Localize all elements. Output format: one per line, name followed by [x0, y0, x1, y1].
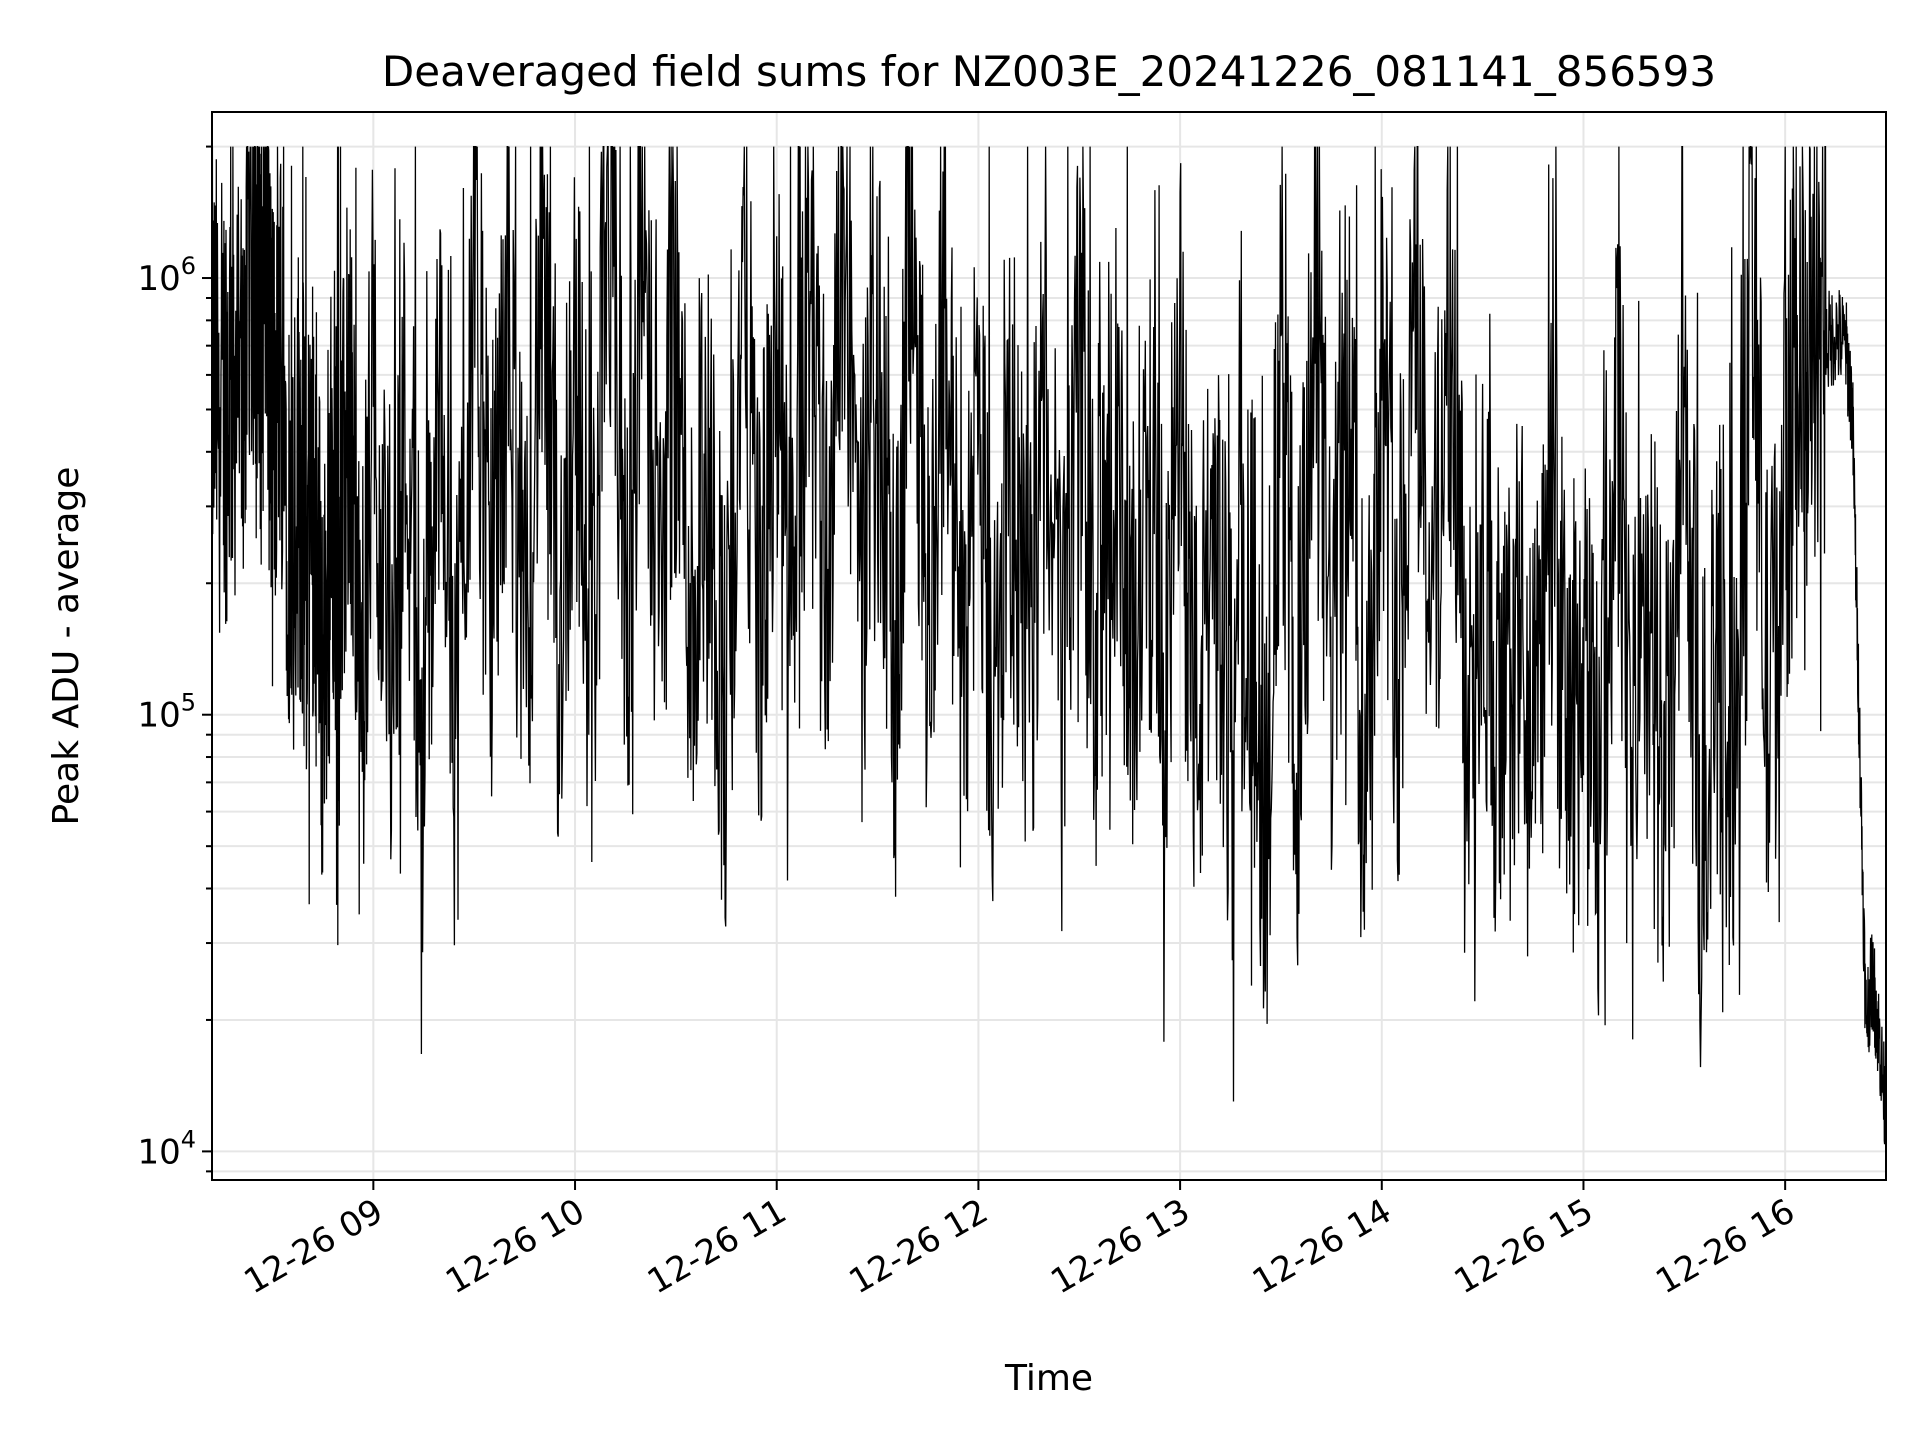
y-tick-label: 105 — [137, 689, 196, 736]
x-axis-label: Time — [1004, 1358, 1093, 1399]
x-tick-label: 12-26 14 — [1246, 1191, 1398, 1302]
data-series — [211, 145, 1887, 1167]
plot-frame — [211, 111, 1887, 1181]
y-tick-label: 106 — [137, 252, 196, 299]
series-line — [211, 145, 1887, 1167]
chart-title: Deaveraged field sums for NZ003E_2024122… — [382, 47, 1716, 96]
x-tick-label: 12-26 12 — [843, 1191, 995, 1302]
y-axis-label: Peak ADU - average — [46, 467, 87, 826]
y-tick-label: 104 — [137, 1125, 196, 1172]
x-axis: 12-26 09 12-26 10 12-26 11 12-26 12 12-26 13… — [237, 1180, 1802, 1302]
x-tick-label: 12-26 10 — [439, 1191, 591, 1302]
x-tick-label: 12-26 09 — [237, 1191, 389, 1302]
x-tick-label: 12-26 11 — [641, 1191, 793, 1302]
x-tick-label: 12-26 13 — [1044, 1191, 1196, 1302]
x-tick-label: 12-26 16 — [1649, 1191, 1801, 1302]
y-axis: 104 105 106 — [137, 145, 212, 1172]
x-tick-label: 12-26 15 — [1448, 1191, 1600, 1302]
